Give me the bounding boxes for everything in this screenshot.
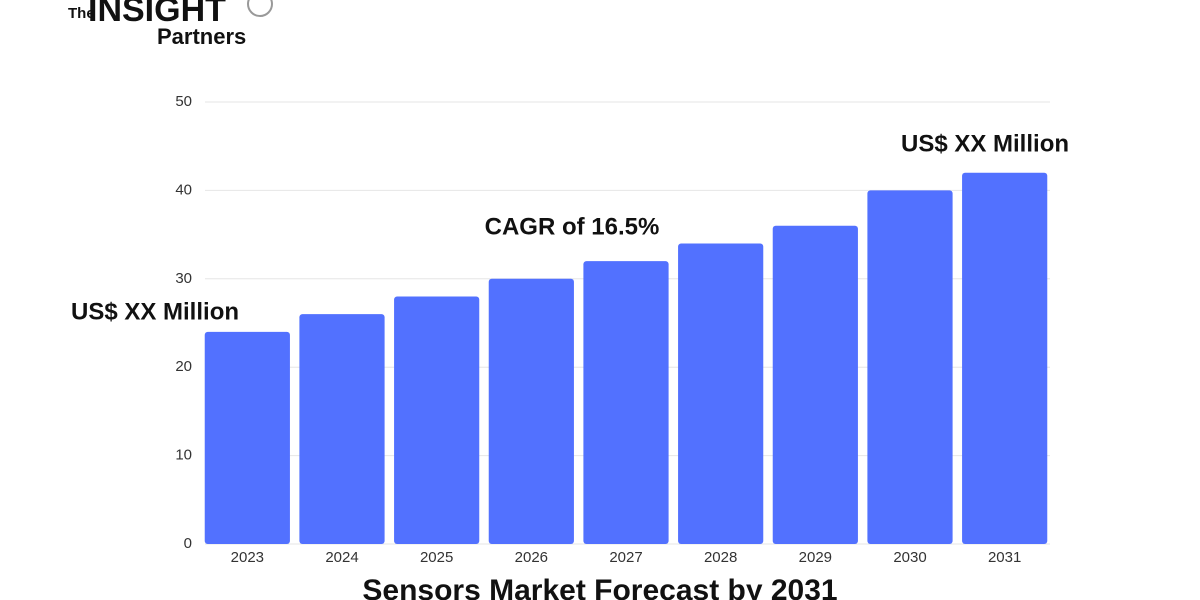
y-tick-label: 0 (184, 535, 192, 552)
x-tick-label: 2026 (515, 549, 548, 566)
x-tick-label: 2025 (420, 549, 453, 566)
logo-bottom: Partners (157, 24, 246, 49)
x-tick-label: 2031 (988, 549, 1021, 566)
y-tick-label: 40 (175, 181, 192, 198)
logo-main: INSIGHT (88, 0, 226, 29)
bar (678, 243, 764, 544)
bar (488, 278, 574, 544)
y-tick-label: 10 (175, 447, 192, 464)
annotation: US$ XX Million (71, 298, 239, 325)
logo: The INSIGHT Partners (68, 0, 273, 49)
bar (867, 190, 953, 544)
annotation: CAGR of 16.5% (485, 213, 660, 240)
bar (204, 331, 290, 544)
x-tick-label: 2030 (893, 549, 926, 566)
x-tick-label: 2024 (325, 549, 358, 566)
bar (962, 172, 1048, 544)
x-tick-label: 2023 (231, 549, 264, 566)
logo-icon (247, 0, 273, 17)
annotation: US$ XX Million (901, 130, 1069, 157)
y-tick-label: 50 (175, 93, 192, 110)
bar (394, 296, 480, 544)
chart-title: Sensors Market Forecast by 2031 (362, 574, 837, 600)
y-tick-label: 30 (175, 270, 192, 287)
x-tick-label: 2027 (609, 549, 642, 566)
logo-top: The (68, 5, 95, 22)
y-tick-label: 20 (175, 358, 192, 375)
bar (583, 261, 669, 544)
bar (772, 225, 858, 544)
x-tick-label: 2029 (799, 549, 832, 566)
bar (299, 314, 385, 544)
x-tick-label: 2028 (704, 549, 737, 566)
